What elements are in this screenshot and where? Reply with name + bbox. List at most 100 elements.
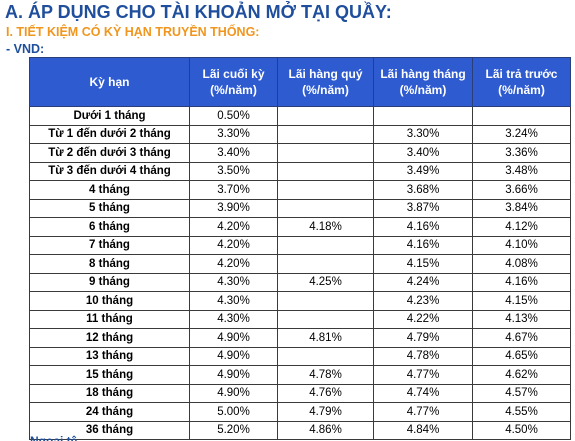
- cell-prepaid: [472, 106, 571, 126]
- cell-prepaid: 4.13%: [472, 309, 571, 329]
- cell-end-of-term: 4.90%: [189, 365, 278, 385]
- header-end-of-term: Lãi cuối kỳ (%/năm): [189, 57, 278, 107]
- cell-term: Từ 1 đến dưới 2 tháng: [29, 124, 190, 144]
- interest-rate-table: Kỳ hạn Lãi cuối kỳ (%/năm) Lãi hàng quý (%/n…: [29, 57, 571, 440]
- cell-end-of-term: 4.90%: [189, 328, 278, 348]
- table-body: Dưới 1 tháng 0.50% Từ 1 đến dưới 2 tháng 3.…: [29, 106, 571, 440]
- cell-prepaid: 4.57%: [472, 383, 571, 403]
- table-row: 13 tháng 4.90% 4.78% 4.65%: [29, 346, 571, 366]
- cell-quarterly: [277, 124, 374, 144]
- cell-monthly: 4.24%: [373, 272, 473, 292]
- table-row: 18 tháng 4.90% 4.76% 4.74% 4.57%: [29, 383, 571, 403]
- cell-end-of-term: 4.30%: [189, 272, 278, 292]
- cell-term: 5 tháng: [29, 198, 190, 218]
- cell-monthly: 4.77%: [373, 365, 473, 385]
- cell-end-of-term: 4.90%: [189, 383, 278, 403]
- cell-quarterly: [277, 291, 374, 311]
- cell-end-of-term: 4.30%: [189, 291, 278, 311]
- cell-term: 36 tháng: [29, 420, 190, 440]
- cell-end-of-term: 3.90%: [189, 198, 278, 218]
- cell-quarterly: 4.25%: [277, 272, 374, 292]
- table-row: 12 tháng 4.90% 4.81% 4.79% 4.67%: [29, 328, 571, 348]
- header-monthly: Lãi hàng tháng (%/năm): [373, 57, 473, 107]
- cell-term: Từ 3 đến dưới 4 tháng: [29, 161, 190, 181]
- cell-prepaid: 4.16%: [472, 272, 571, 292]
- cell-prepaid: 4.62%: [472, 365, 571, 385]
- cell-quarterly: [277, 254, 374, 274]
- cell-monthly: 4.74%: [373, 383, 473, 403]
- cell-term: 8 tháng: [29, 254, 190, 274]
- table-row: Từ 2 đến dưới 3 tháng 3.40% 3.40% 3.36%: [29, 143, 571, 163]
- table-row: 10 tháng 4.30% 4.23% 4.15%: [29, 291, 571, 311]
- cell-quarterly: [277, 198, 374, 218]
- cell-monthly: 4.16%: [373, 235, 473, 255]
- header-term: Kỳ hạn: [29, 57, 190, 107]
- table-row: 8 tháng 4.20% 4.15% 4.08%: [29, 254, 571, 274]
- cell-prepaid: 4.65%: [472, 346, 571, 366]
- table-row: Dưới 1 tháng 0.50%: [29, 106, 571, 126]
- table-row: 36 tháng 5.20% 4.86% 4.84% 4.50%: [29, 420, 571, 440]
- cell-quarterly: 4.78%: [277, 365, 374, 385]
- cell-end-of-term: 3.70%: [189, 180, 278, 200]
- table-row: 5 tháng 3.90% 3.87% 3.84%: [29, 198, 571, 218]
- cell-quarterly: [277, 161, 374, 181]
- cell-quarterly: 4.81%: [277, 328, 374, 348]
- cell-monthly: 3.87%: [373, 198, 473, 218]
- cell-monthly: 4.79%: [373, 328, 473, 348]
- cell-monthly: 3.68%: [373, 180, 473, 200]
- cell-prepaid: 4.12%: [472, 217, 571, 237]
- table-row: 6 tháng 4.20% 4.18% 4.16% 4.12%: [29, 217, 571, 237]
- cell-quarterly: [277, 309, 374, 329]
- cell-term: 13 tháng: [29, 346, 190, 366]
- cell-prepaid: 4.15%: [472, 291, 571, 311]
- cell-monthly: 4.84%: [373, 420, 473, 440]
- cell-quarterly: 4.18%: [277, 217, 374, 237]
- cell-term: 15 tháng: [29, 365, 190, 385]
- table-row: Từ 3 đến dưới 4 tháng 3.50% 3.49% 3.48%: [29, 161, 571, 181]
- cell-quarterly: [277, 346, 374, 366]
- table-header-row: Kỳ hạn Lãi cuối kỳ (%/năm) Lãi hàng quý (%/n…: [29, 57, 571, 107]
- cell-term: 10 tháng: [29, 291, 190, 311]
- cell-end-of-term: 3.40%: [189, 143, 278, 163]
- table-row: 11 tháng 4.30% 4.22% 4.13%: [29, 309, 571, 329]
- cell-prepaid: 3.48%: [472, 161, 571, 181]
- cell-prepaid: 4.10%: [472, 235, 571, 255]
- cell-prepaid: 4.55%: [472, 402, 571, 422]
- cell-prepaid: 4.08%: [472, 254, 571, 274]
- cell-end-of-term: 4.90%: [189, 346, 278, 366]
- cell-term: 9 tháng: [29, 272, 190, 292]
- cell-monthly: 3.49%: [373, 161, 473, 181]
- cell-prepaid: 3.24%: [472, 124, 571, 144]
- cell-monthly: 3.40%: [373, 143, 473, 163]
- cell-term: 4 tháng: [29, 180, 190, 200]
- cell-term: 11 tháng: [29, 309, 190, 329]
- cell-prepaid: 4.67%: [472, 328, 571, 348]
- cell-quarterly: [277, 106, 374, 126]
- cell-monthly: 4.23%: [373, 291, 473, 311]
- page-heading: A. ÁP DỤNG CHO TÀI KHOẢN MỞ TẠI QUẦY:: [5, 2, 392, 22]
- cell-quarterly: [277, 180, 374, 200]
- cut-off-text: Ngoại tệ: [30, 434, 78, 441]
- cell-term: 24 tháng: [29, 402, 190, 422]
- cell-end-of-term: 5.20%: [189, 420, 278, 440]
- cell-end-of-term: 3.50%: [189, 161, 278, 181]
- cell-end-of-term: 4.20%: [189, 235, 278, 255]
- table-row: 9 tháng 4.30% 4.25% 4.24% 4.16%: [29, 272, 571, 292]
- cell-quarterly: [277, 235, 374, 255]
- cell-monthly: 4.77%: [373, 402, 473, 422]
- cell-prepaid: 3.84%: [472, 198, 571, 218]
- cell-monthly: 4.16%: [373, 217, 473, 237]
- cell-quarterly: 4.86%: [277, 420, 374, 440]
- cell-prepaid: 4.50%: [472, 420, 571, 440]
- cell-monthly: 4.22%: [373, 309, 473, 329]
- section-heading: I. TIẾT KIỆM CÓ KỲ HẠN TRUYỀN THỐNG:: [6, 25, 260, 39]
- cell-end-of-term: 0.50%: [189, 106, 278, 126]
- cell-end-of-term: 4.20%: [189, 217, 278, 237]
- header-quarterly: Lãi hàng quý (%/năm): [277, 57, 374, 107]
- table-row: 4 tháng 3.70% 3.68% 3.66%: [29, 180, 571, 200]
- cell-prepaid: 3.66%: [472, 180, 571, 200]
- cell-term: 12 tháng: [29, 328, 190, 348]
- cell-monthly: 4.78%: [373, 346, 473, 366]
- cell-term: 18 tháng: [29, 383, 190, 403]
- cell-term: 7 tháng: [29, 235, 190, 255]
